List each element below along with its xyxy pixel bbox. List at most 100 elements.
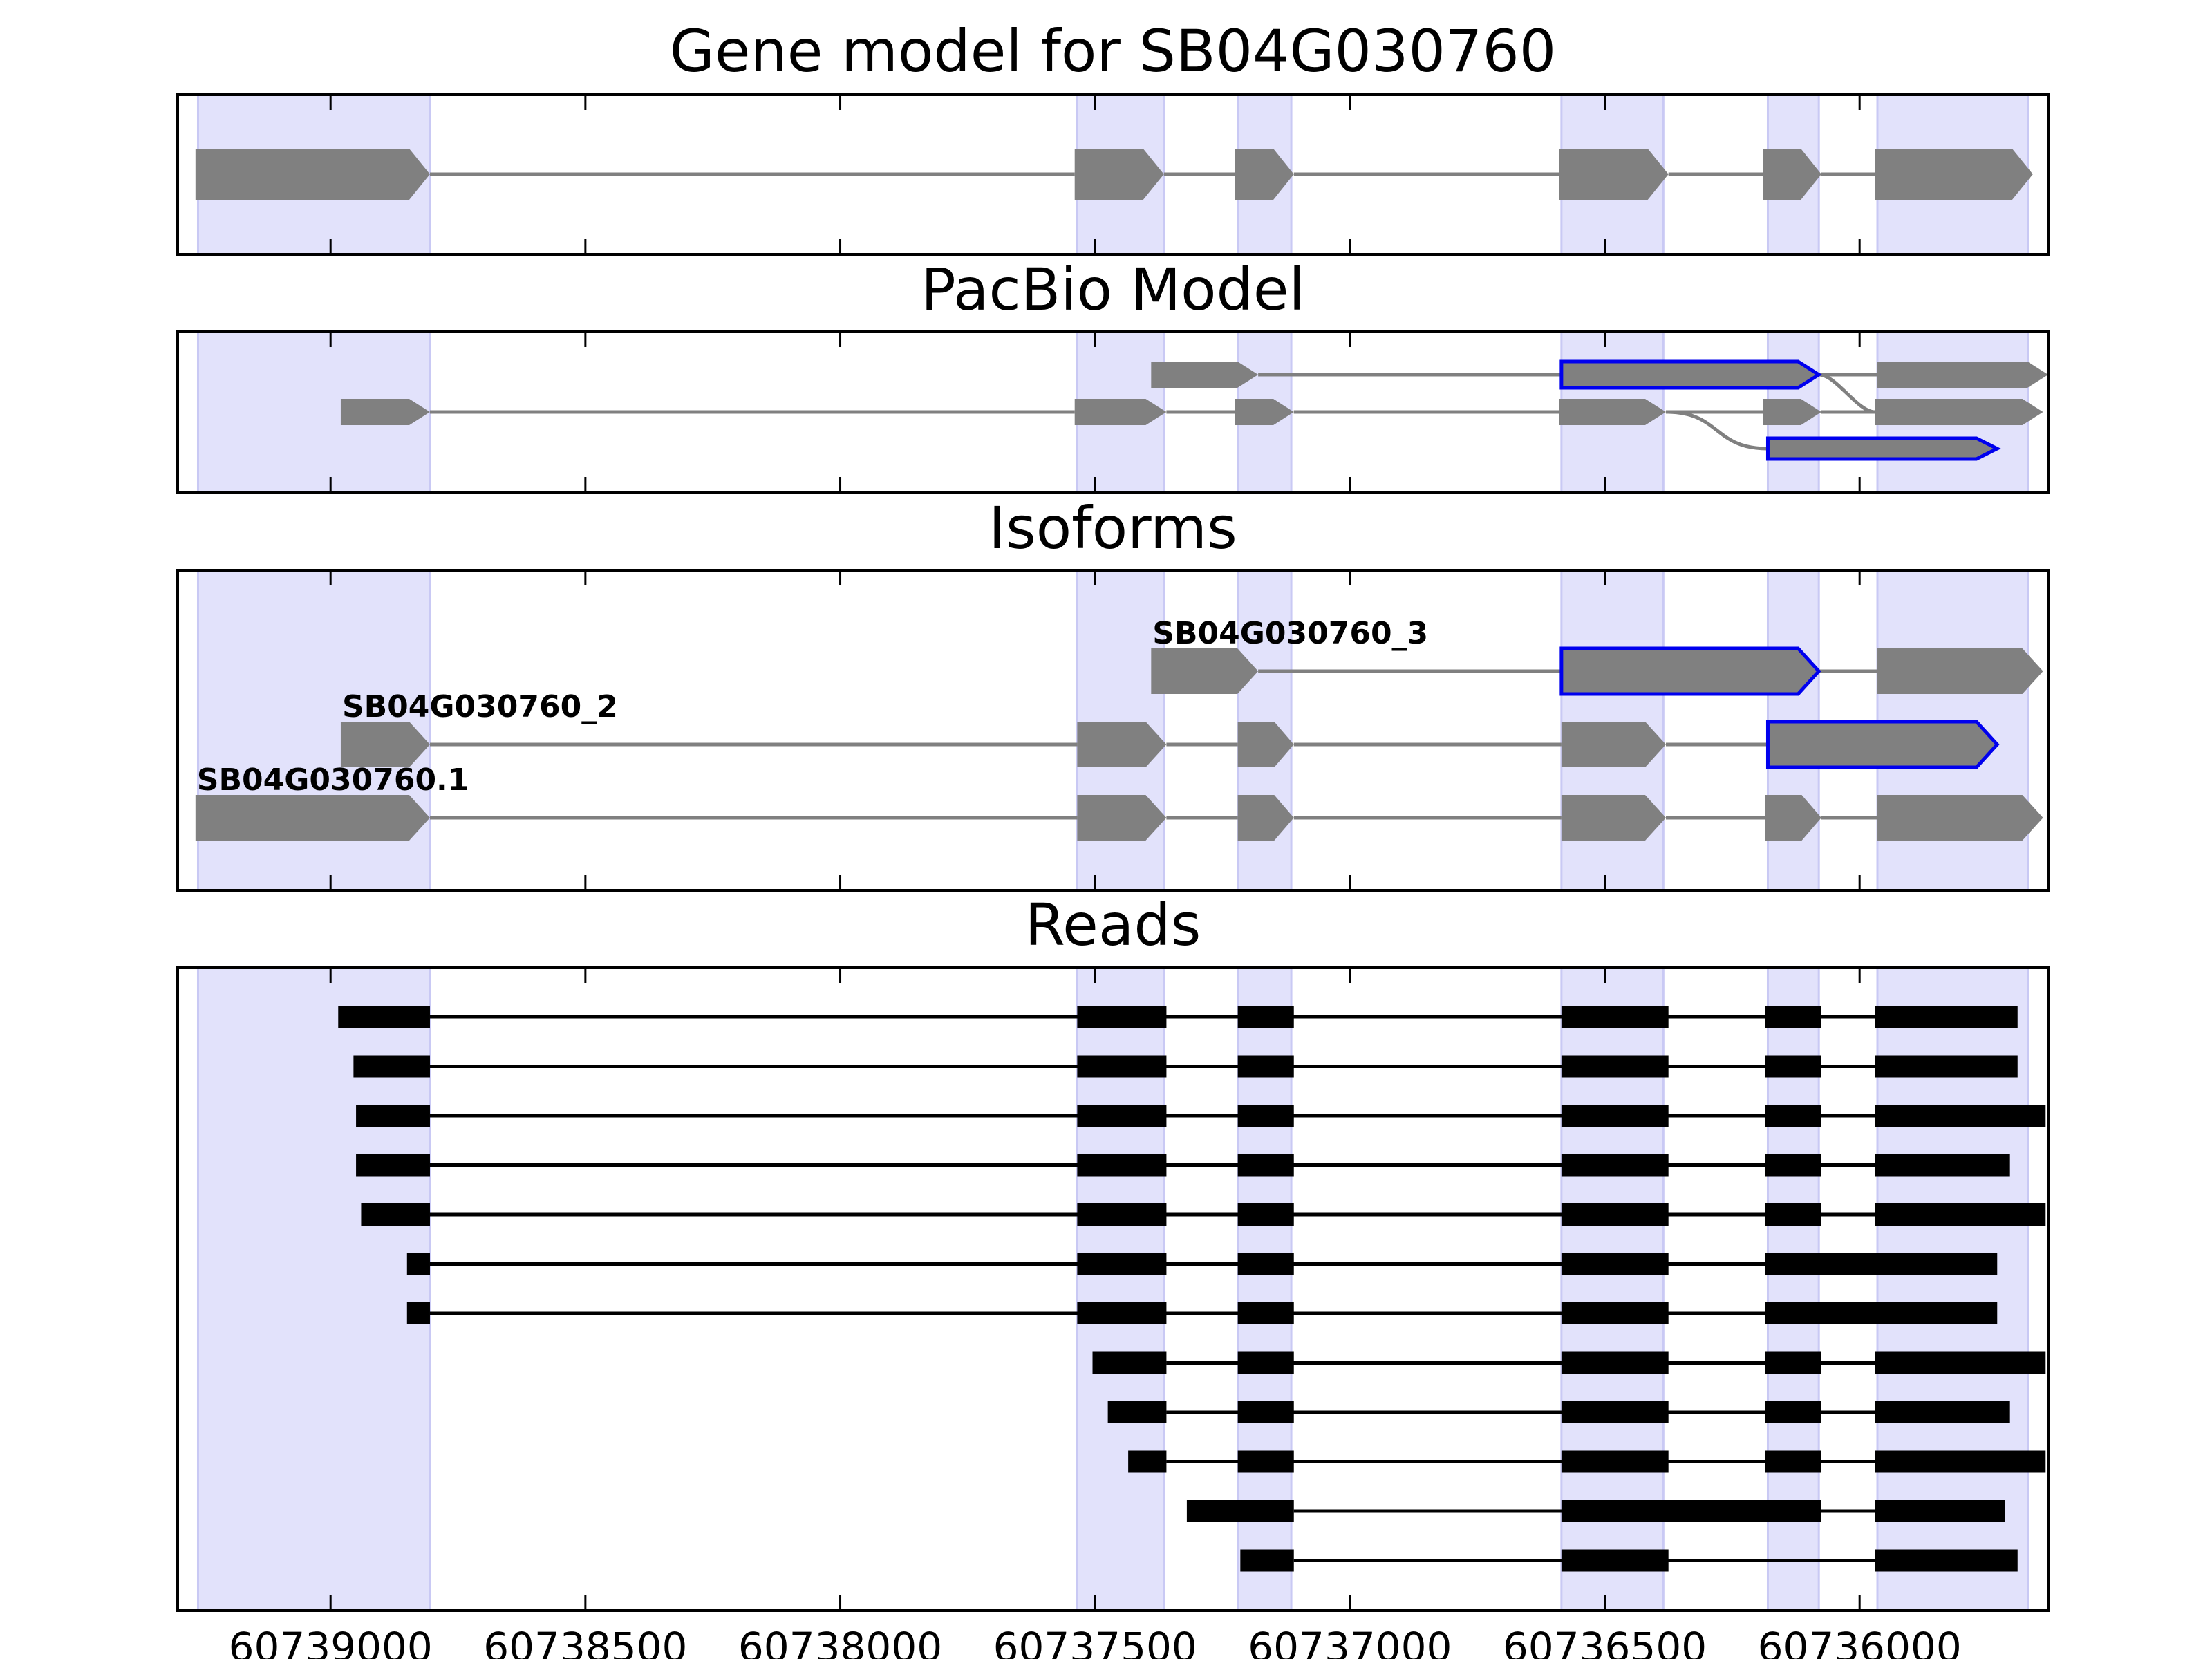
reads-panel-title: Reads [1025,891,1201,959]
highlighted-exon [1765,720,2000,769]
read-block [1765,1203,1821,1226]
exon-arrow [1875,149,2033,200]
read-block [1765,1302,1998,1324]
exon-arrow [1765,795,1821,841]
read-block [1237,1055,1294,1078]
exon-arrow [1877,362,2048,388]
read-block [1875,1351,2046,1374]
read-block [1765,1401,1821,1423]
panel-frame [176,569,2050,892]
read-block [1077,1055,1167,1078]
exon-arrow [1763,399,1821,425]
exon-arrow [195,795,430,841]
exon-arrow [1235,399,1294,425]
exon-arrow [1074,149,1164,200]
exon-arrow [1559,149,1669,200]
exon-arrow [1875,399,2043,425]
read-block [1765,1253,1998,1275]
read-block [1875,1006,2018,1028]
read-block [1875,1401,2010,1423]
exon-arrow [1237,795,1294,841]
read-block [406,1253,430,1275]
splice-connector [1818,373,1875,414]
highlighted-exon [1765,436,2001,461]
read-block [1875,1549,2018,1572]
read-block [1561,1154,1669,1177]
read-block [1237,1203,1294,1226]
read-block [1186,1500,1294,1522]
read-block [1561,1105,1669,1127]
read-block [1765,1351,1821,1374]
highlighted-exon [1559,359,1822,390]
read-block [1077,1006,1167,1028]
read-block [1240,1549,1294,1572]
read-block [1128,1450,1167,1473]
read-block [1561,1549,1669,1572]
read-block [1875,1055,2018,1078]
exon-arrow [1561,722,1667,767]
read-block [1237,1006,1294,1028]
read-block [1237,1401,1294,1423]
x-tick-label: 60737000 [1248,1624,1452,1659]
gene-model-panel: Gene model for SB04G030760 [176,17,2050,256]
panel-frame [176,966,2050,1612]
pacbio-model-panel: PacBio Model [176,256,2050,494]
x-tick-label: 60736000 [1758,1624,1962,1659]
isoform-label: SB04G030760_3 [1152,616,1428,651]
read-block [1077,1154,1167,1177]
exon-arrow [1077,795,1167,841]
read-block [356,1154,430,1177]
panel-frame [176,93,2050,256]
exon-arrow [340,399,430,425]
read-block [1561,1351,1669,1374]
splice-connector [1665,410,1768,451]
read-block [1765,1105,1821,1127]
read-block [1875,1500,2005,1522]
reads-panel: Reads [176,891,2050,1612]
exon-arrow [195,149,430,200]
read-block [1561,1203,1669,1226]
read-block [1875,1105,2046,1127]
read-block [1561,1500,1821,1522]
read-block [1875,1450,2046,1473]
exon-arrow [1074,399,1167,425]
isoform-label: SB04G030760_2 [342,689,618,724]
read-block [1561,1302,1669,1324]
read-block [406,1302,430,1324]
isoform-label: SB04G030760.1 [197,762,469,798]
exon-arrow [1763,149,1821,200]
x-tick-label: 60738000 [738,1624,942,1659]
read-block [1092,1351,1167,1374]
x-tick-label: 60737500 [993,1624,1197,1659]
read-block [1561,1450,1669,1473]
read-block [1875,1154,2010,1177]
exon-arrow [1235,149,1294,200]
read-block [1561,1055,1669,1078]
read-block [1237,1351,1294,1374]
read-block [1107,1401,1167,1423]
exon-arrow [1877,795,2043,841]
read-block [1765,1006,1821,1028]
read-block [1875,1203,2046,1226]
exon-arrow [1561,795,1667,841]
isoforms-panel: Isoforms SB04G030760_3 SB04G030760_2 SB04G… [176,494,2050,892]
read-block [1765,1154,1821,1177]
read-block [1561,1401,1669,1423]
exon-arrow [1077,722,1167,767]
read-block [1237,1253,1294,1275]
read-block [1561,1006,1669,1028]
exon-arrow [1237,722,1294,767]
read-block [1237,1154,1294,1177]
read-block [1077,1302,1167,1324]
read-block [1237,1302,1294,1324]
read-block [1077,1253,1167,1275]
read-block [1765,1450,1821,1473]
exon-arrow [1559,399,1667,425]
read-block [1077,1105,1167,1127]
pacbio-model-panel-title: PacBio Model [921,256,1305,324]
read-block [353,1055,430,1078]
exon-arrow [340,722,430,767]
read-block [1237,1450,1294,1473]
read-block [361,1203,430,1226]
exon-arrow [1877,648,2043,694]
